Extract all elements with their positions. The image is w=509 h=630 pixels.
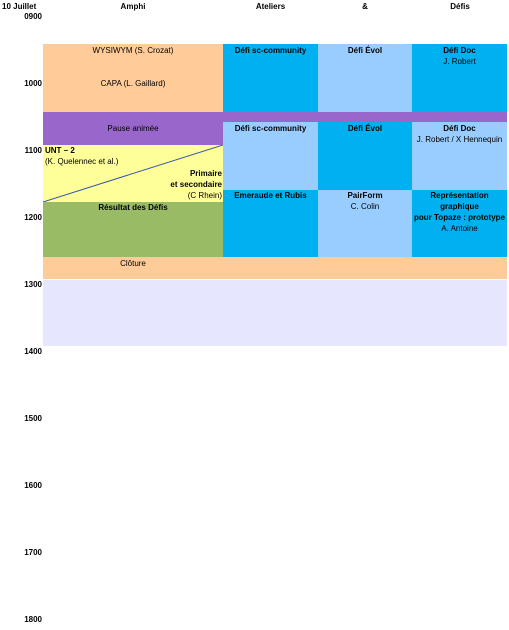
afternoon-block: [43, 280, 507, 346]
time-label: 1800: [24, 615, 42, 624]
session-evol-1[interactable]: Défi Évol: [318, 44, 412, 112]
session-doc-2-title: Défi Doc: [443, 124, 476, 133]
session-cloture-title: Clôture: [120, 259, 146, 268]
session-doc-2-author: J. Robert / X Hennequin: [416, 135, 503, 144]
time-label: 1300: [24, 280, 42, 289]
header-date: 10 Juillet: [2, 2, 37, 11]
session-capa-title: CAPA (L. Gaillard): [100, 79, 166, 88]
header-defis: Défis: [450, 2, 470, 11]
session-pairform-author: C. Colin: [350, 202, 380, 211]
session-evol-2-title: Défi Évol: [347, 124, 383, 133]
session-representation-line1: Représentation: [430, 191, 489, 200]
session-sc-community-1[interactable]: Défi sc-community: [223, 44, 318, 112]
session-primaire-line2: et secondaire: [170, 180, 222, 189]
header-amphi: Amphi: [120, 2, 146, 11]
session-doc-1-author: J. Robert: [443, 57, 476, 66]
session-primaire-line1: Primaire: [189, 169, 222, 178]
time-label: 1500: [24, 414, 42, 423]
session-representation-author: A. Antoine: [441, 224, 478, 233]
time-label: 1200: [24, 213, 42, 222]
pause-band: [43, 112, 507, 122]
session-representation-line2: graphique: [440, 202, 479, 211]
session-sc-community-2-title: Défi sc-community: [234, 124, 307, 133]
session-emeraude[interactable]: Emeraude et Rubis: [223, 190, 318, 257]
session-resultat-title: Résultat des Défis: [98, 203, 168, 212]
session-cloture[interactable]: Clôture: [43, 257, 507, 279]
time-label: 1600: [24, 481, 42, 490]
session-pairform[interactable]: PairForm C. Colin: [318, 190, 412, 257]
split-diagonal-line: [43, 145, 223, 202]
session-unt-primaire[interactable]: UNT – 2 (K. Quelennec et al.) Primaire e…: [43, 145, 223, 202]
header-ateliers: Ateliers: [255, 2, 286, 11]
session-pause-title: Pause animée: [107, 124, 159, 133]
session-pause[interactable]: Pause animée: [43, 122, 223, 145]
header-et: &: [362, 2, 368, 11]
session-unt-title: UNT – 2: [45, 146, 75, 155]
time-label: 0900: [24, 12, 42, 21]
session-doc-1-title: Défi Doc: [443, 46, 476, 55]
session-representation-line3: pour Topaze : prototype: [414, 213, 505, 222]
session-doc-1[interactable]: Défi Doc J. Robert: [412, 44, 507, 112]
time-label: 1000: [24, 79, 42, 88]
session-sc-community-1-title: Défi sc-community: [234, 46, 307, 55]
session-evol-1-title: Défi Évol: [347, 46, 383, 55]
time-label: 1700: [24, 548, 42, 557]
session-wysiwym-title: WYSIWYM (S. Crozat): [92, 46, 174, 55]
session-wysiwym-capa[interactable]: WYSIWYM (S. Crozat) CAPA (L. Gaillard): [43, 44, 223, 112]
session-emeraude-title: Emeraude et Rubis: [234, 191, 307, 200]
session-unt-authors: (K. Quelennec et al.): [45, 157, 119, 166]
time-label: 1100: [24, 146, 42, 155]
session-representation[interactable]: Représentation graphique pour Topaze : p…: [412, 190, 507, 257]
session-resultat[interactable]: Résultat des Défis: [43, 202, 223, 257]
session-primaire-author: (C Rhein): [187, 191, 222, 200]
session-sc-community-2[interactable]: Défi sc-community: [223, 122, 318, 190]
session-evol-2[interactable]: Défi Évol: [318, 122, 412, 190]
session-doc-2[interactable]: Défi Doc J. Robert / X Hennequin: [412, 122, 507, 190]
time-label: 1400: [24, 347, 42, 356]
session-pairform-title: PairForm: [347, 191, 383, 200]
